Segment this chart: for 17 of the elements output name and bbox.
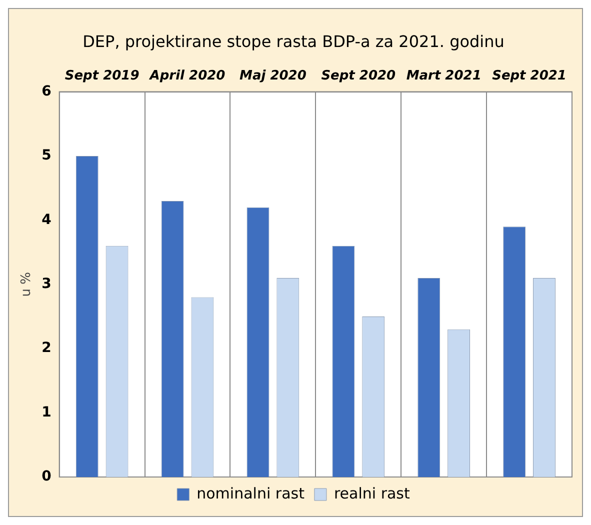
y-axis-title: u % xyxy=(19,272,34,297)
legend-label: nominalni rast xyxy=(196,484,305,502)
chart-title: DEP, projektirane stope rasta BDP-a za 2021. godinu xyxy=(82,32,504,51)
y-tick-label: 5 xyxy=(42,148,52,164)
x-tick-label: Sept 2021 xyxy=(492,68,566,84)
y-tick-label: 4 xyxy=(42,212,52,228)
x-tick-label: Mart 2021 xyxy=(406,68,482,84)
legend-label: realni rast xyxy=(334,484,410,502)
x-tick-label: Maj 2020 xyxy=(240,68,306,84)
y-tick-label: 1 xyxy=(42,404,52,420)
x-tick-label: Sept 2020 xyxy=(321,68,396,84)
y-tick-label: 0 xyxy=(42,468,52,485)
y-tick-label: 3 xyxy=(42,276,52,292)
y-tick-label: 2 xyxy=(42,340,52,356)
y-tick-label: 6 xyxy=(42,83,52,100)
x-tick-label: April 2020 xyxy=(148,68,226,84)
x-tick-label: Sept 2019 xyxy=(64,68,140,84)
